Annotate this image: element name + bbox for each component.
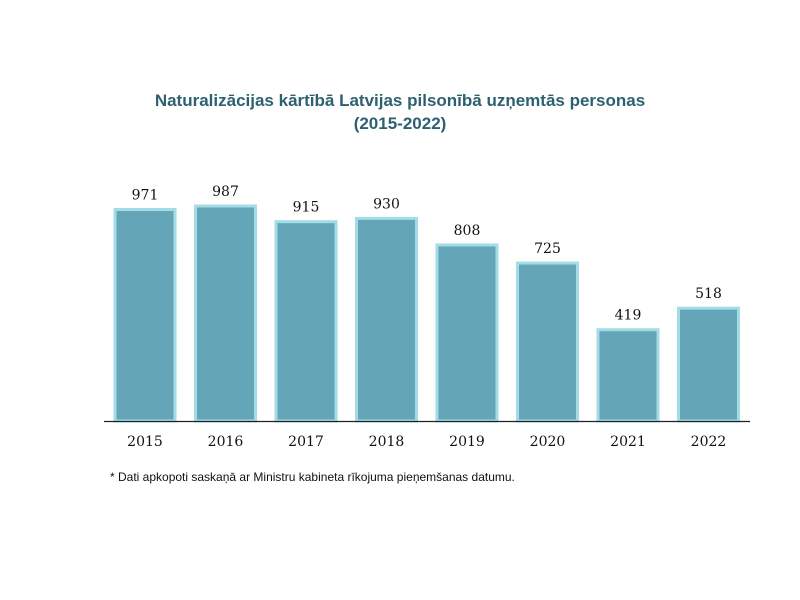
value-label-2018: 930	[373, 196, 400, 212]
value-label-2020: 725	[534, 241, 561, 257]
bar-2016	[194, 204, 257, 423]
x-tick-label-2015: 2015	[127, 434, 163, 450]
x-tick-label-2022: 2022	[691, 434, 727, 450]
bar-2017	[274, 220, 338, 423]
bars-layer: 971 2015 987 2016 915 2017 930 2018 808 2019 725 20…	[113, 184, 740, 450]
chart-subtitle: (2015-2022)	[353, 114, 447, 133]
footnote: * Dati apkopoti saskaņā ar Ministru kabi…	[110, 470, 515, 484]
x-tick-label-2019: 2019	[449, 434, 485, 450]
value-label-2017: 915	[293, 200, 320, 216]
value-label-2021: 419	[615, 308, 642, 324]
bar-2021	[596, 328, 660, 423]
chart-title: Naturalizācijas kārtībā Latvijas pilsonī…	[154, 91, 646, 110]
value-label-2022: 518	[695, 286, 722, 302]
x-tick-label-2021: 2021	[610, 434, 646, 450]
bar-2018	[355, 216, 418, 423]
bar-2015	[113, 207, 177, 423]
bar-2022	[677, 306, 740, 423]
bar-2020	[516, 261, 579, 423]
value-label-2015: 971	[132, 187, 159, 203]
x-tick-label-2017: 2017	[288, 434, 324, 450]
bar-2019	[435, 243, 499, 423]
x-tick-label-2020: 2020	[530, 434, 566, 450]
x-tick-label-2016: 2016	[208, 434, 244, 450]
value-label-2016: 987	[212, 184, 239, 200]
x-tick-label-2018: 2018	[369, 434, 405, 450]
value-label-2019: 808	[454, 223, 481, 239]
